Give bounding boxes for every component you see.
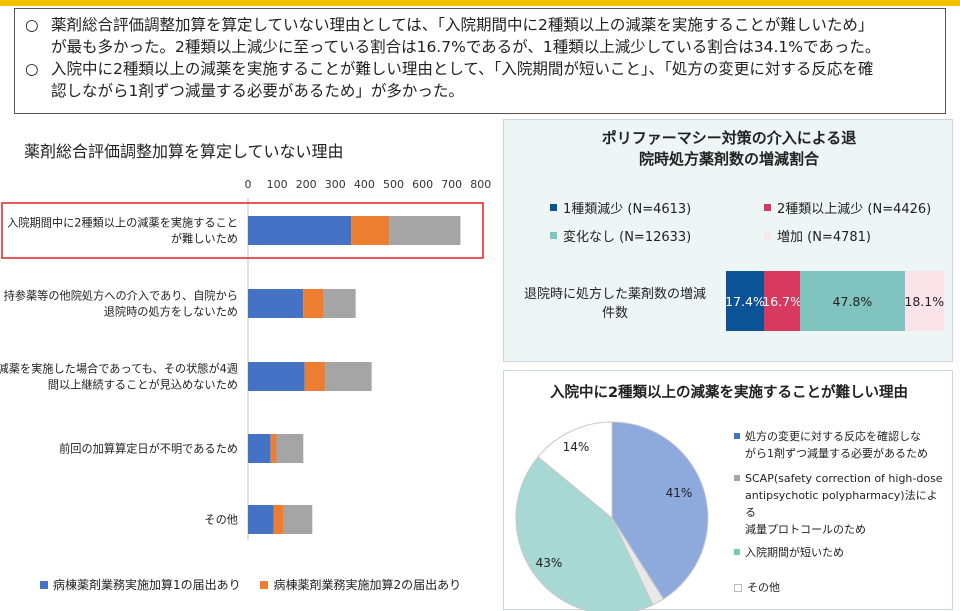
legend-swatch — [764, 204, 771, 211]
x-tick-label: 600 — [412, 178, 433, 191]
stack-segment: 47.8% — [800, 271, 905, 331]
summary-box: ○ 薬剤総合評価調整加算を算定していない理由としては、「入院期間中に2種類以上の… — [14, 8, 946, 114]
legend-swatch — [734, 475, 740, 481]
pie-slice-label: 14% — [563, 440, 590, 454]
pie-slice — [515, 456, 654, 611]
pie-legend-label: その他 — [747, 581, 780, 594]
x-tick-label: 300 — [325, 178, 346, 191]
legend-item-series-2: 病棟薬剤業務実施加算2の届出あり — [260, 576, 461, 593]
bar-segment — [248, 362, 305, 391]
legend-item-no-change: 変化なし (N=12633) — [550, 226, 691, 245]
legend-swatch — [550, 204, 557, 211]
bullet: ○ — [25, 60, 39, 78]
legend-item-series-1: 病棟薬剤業務実施加算1の届出あり — [40, 576, 241, 593]
x-tick-label: 500 — [383, 178, 404, 191]
legend-label: 病棟薬剤業務実施加算2の届出あり — [273, 578, 462, 592]
bar-segment — [248, 216, 352, 245]
bullet: ○ — [25, 16, 39, 34]
summary-text-1a: 薬剤総合評価調整加算を算定していない理由としては、「入院期間中に2種類以上の減薬… — [51, 16, 874, 34]
summary-point-2: ○ 入院中に2種類以上の減薬を実施することが難しい理由として、「入院期間が短いこ… — [25, 58, 935, 102]
legend-item-decrease-2plus: 2種類以上減少 (N=4426) — [764, 198, 931, 217]
stack-segment: 17.4% — [725, 271, 765, 331]
bar-segment — [248, 505, 274, 534]
category-label: 退院時の処方をしないため — [104, 305, 238, 319]
summary-point-1: ○ 薬剤総合評価調整加算を算定していない理由としては、「入院期間中に2種類以上の… — [25, 14, 935, 58]
legend-swatch — [550, 232, 557, 239]
bar-segment — [248, 289, 304, 318]
category-label: 間以上継続することが見込めないため — [48, 378, 238, 392]
summary-text-1b: が最も多かった。2種類以上減少に至っている割合は16.7%であるが、1種類以上減… — [51, 38, 881, 56]
pie-slice — [611, 421, 709, 600]
legend-swatch — [40, 580, 48, 589]
pie-legend-item: SCAP(safety correction of high-dose antip… — [734, 470, 944, 538]
pie-legend-label: SCAP(safety correction of high-dose antip… — [745, 472, 943, 536]
summary-text-2b: 認しながら1剤ずつ減量する必要があるため」が多かった。 — [51, 82, 464, 100]
x-tick-label: 200 — [296, 178, 317, 191]
legend-swatch — [260, 580, 269, 589]
category-label: 持参薬等の他院処方への介入であり、自院から — [4, 289, 238, 303]
bar-segment — [304, 362, 326, 391]
polypharmacy-stacked-bar: 17.4% 16.7% 47.8% 18.1% — [725, 271, 944, 331]
bar-segment — [389, 216, 461, 245]
x-tick-label: 100 — [267, 178, 288, 191]
bar-segment — [351, 216, 390, 245]
category-label: 減薬を実施した場合であっても、その状態が4週 — [0, 362, 238, 376]
pie-legend-item: その他 — [734, 579, 944, 596]
pie-legend-item: 処方の変更に対する反応を確認しな がら1剤ずつ減量する必要があるため — [734, 428, 944, 462]
pie-slice — [537, 421, 613, 520]
category-label: 入院期間中に2種類以上の減薬を実施すること — [7, 216, 238, 230]
pie-slice-label: 43% — [536, 556, 563, 570]
bar-segment — [273, 505, 284, 534]
legend-swatch — [734, 584, 742, 592]
category-label: その他 — [204, 514, 238, 527]
pie-legend: 処方の変更に対する反応を確認しな がら1剤ずつ減量する必要があるため SCAP(sa… — [734, 428, 944, 602]
x-tick-label: 400 — [354, 178, 375, 191]
stack-segment: 16.7% — [762, 271, 802, 331]
x-tick-label: 0 — [245, 178, 252, 191]
bar-chart-legend: 病棟薬剤業務実施加算1の届出あり 病棟薬剤業務実施加算2の届出あり — [40, 576, 477, 593]
bar-segment — [276, 434, 304, 463]
category-label: 前回の加算算定日が不明であるため — [59, 442, 238, 456]
bar-segment — [325, 362, 372, 391]
bar-chart-title: 薬剤総合評価調整加算を算定していない理由 — [24, 142, 344, 161]
x-tick-label: 700 — [441, 178, 462, 191]
pie-panel: 入院中に2種類以上の減薬を実施することが難しい理由 41% 43% 14% 処方の変… — [503, 370, 953, 611]
stack-category-label: 退院時に処方した薬剤数の増減 件数 — [523, 287, 706, 321]
reasons-bar-chart: 0 100 200 300 400 500 600 700 800 入院期間中に2種類以上の減薬を… — [0, 178, 491, 540]
summary-text-2a: 入院中に2種類以上の減薬を実施することが難しい理由として、「入院期間が短いこと」… — [51, 60, 874, 78]
legend-label: 病棟薬剤業務実施加算1の届出あり — [53, 578, 241, 592]
bar-segment — [303, 289, 324, 318]
reasons-pie-chart: 41% 43% 14% — [515, 421, 709, 611]
legend-item-increase: 増加 (N=4781) — [764, 226, 871, 245]
polypharmacy-panel: ポリファーマシー対策の介入による退 院時処方薬剤数の増減割合 1種類減少 (N=… — [503, 119, 953, 362]
pie-legend-label: 入院期間が短いため — [745, 546, 844, 559]
legend-swatch — [734, 433, 740, 439]
bar-segment — [323, 289, 356, 318]
bar-segment — [270, 434, 277, 463]
top-accent-bar — [0, 0, 960, 6]
stack-segment: 18.1% — [904, 271, 944, 331]
polypharmacy-title: ポリファーマシー対策の介入による退 院時処方薬剤数の増減割合 — [601, 129, 857, 168]
x-tick-label: 800 — [470, 178, 491, 191]
legend-swatch — [764, 232, 771, 239]
bar-segment — [283, 505, 313, 534]
category-label: が難しいため — [171, 232, 238, 246]
highlight-frame — [1, 202, 484, 259]
legend-item-decrease-1: 1種類減少 (N=4613) — [550, 198, 691, 217]
pie-legend-label: 処方の変更に対する反応を確認しな がら1剤ずつ減量する必要があるため — [745, 430, 928, 460]
legend-swatch — [734, 549, 740, 555]
bar-segment — [248, 434, 271, 463]
pie-slice-label: 41% — [666, 486, 693, 500]
pie-title: 入院中に2種類以上の減薬を実施することが難しい理由 — [549, 385, 909, 401]
pie-legend-item: 入院期間が短いため — [734, 544, 944, 561]
